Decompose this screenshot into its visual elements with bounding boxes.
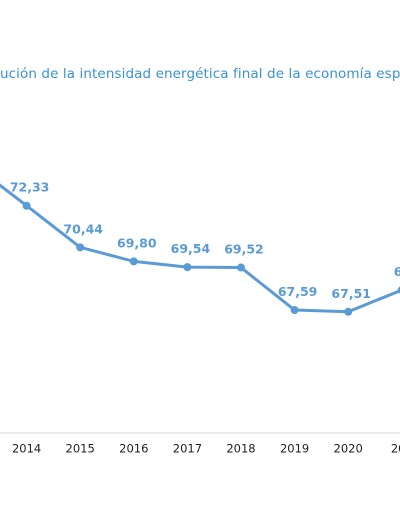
x-tick-label: 2018: [226, 442, 255, 456]
data-label: 67,59: [278, 284, 318, 299]
data-point: [344, 307, 353, 316]
x-tick-label: 2019: [280, 442, 309, 456]
data-point: [290, 306, 299, 315]
data-label: 70,44: [63, 221, 103, 236]
x-tick-labels: 2014 2015 2016 2017 2018 2019 2020 202: [12, 442, 400, 456]
data-point: [237, 263, 245, 272]
series-group: 72,33 70,44 69,80 69,54 69,52 67,59 67,51 68,: [0, 180, 400, 316]
chart-title: ución de la intensidad energética final …: [0, 66, 400, 82]
x-tick-label: 2020: [334, 442, 363, 456]
x-tick-label: 2016: [119, 442, 148, 456]
data-point: [129, 257, 138, 266]
data-label: 67,51: [331, 286, 371, 301]
data-point: [397, 286, 400, 294]
data-point: [76, 243, 85, 252]
x-tick-label: 2017: [173, 442, 202, 456]
x-tick-label: 2014: [12, 442, 41, 456]
x-tick-label: 202: [391, 442, 400, 456]
x-tick-label: 2015: [66, 442, 95, 456]
data-point: [183, 263, 192, 272]
data-label: 68,: [394, 264, 400, 279]
data-label: 69,52: [224, 242, 264, 257]
data-label: 72,33: [10, 180, 50, 195]
data-label: 69,80: [117, 235, 157, 250]
data-point: [22, 201, 31, 210]
data-label: 69,54: [171, 241, 211, 256]
